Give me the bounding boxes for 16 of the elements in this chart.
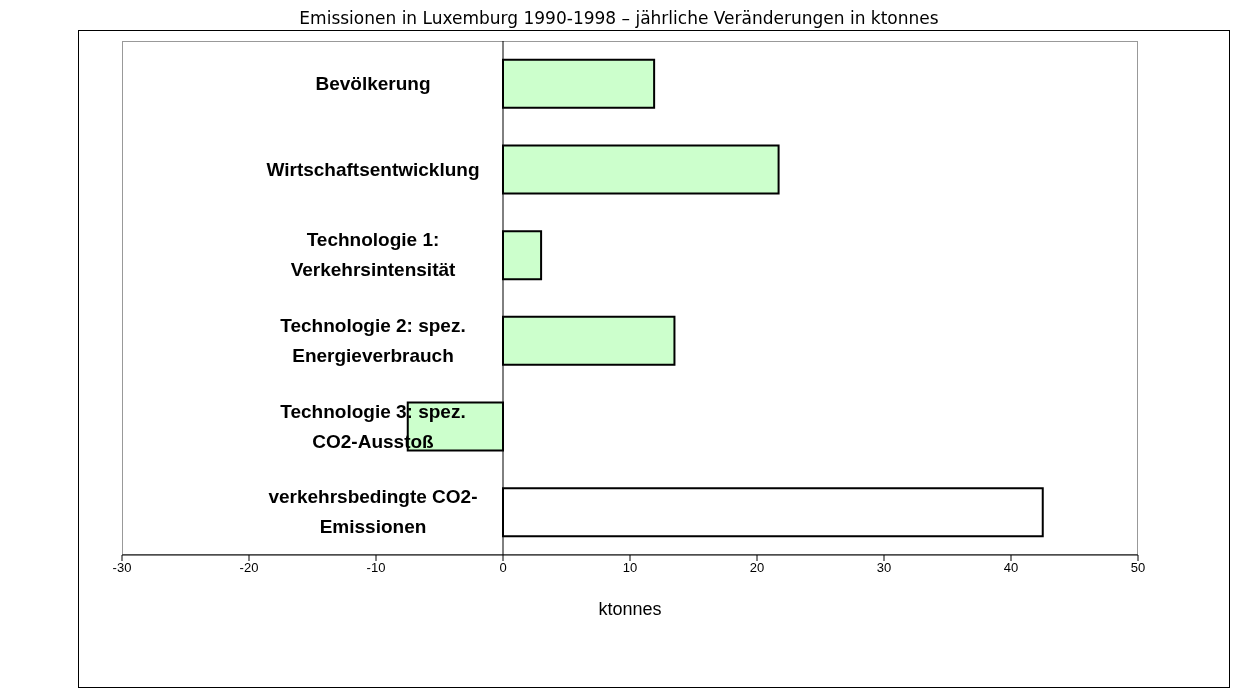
y-tick-label: verkehrsbedingte CO2-Emissionen [267, 485, 479, 540]
y-tick-label: Technologie 1: Verkehrsintensität [289, 228, 457, 283]
x-tick-label: -20 [239, 560, 259, 576]
x-axis-title: ktonnes [598, 599, 662, 619]
x-tick-label: 10 [622, 560, 638, 576]
x-tick-label: 20 [749, 560, 765, 576]
y-tick-label: Bevölkerung [314, 71, 432, 96]
x-tick-label: 30 [876, 560, 892, 576]
x-tick-label: 50 [1130, 560, 1146, 576]
chart-title: Emissionen in Luxemburg 1990-1998 – jährliche Veränderungen in ktonnes [298, 8, 940, 28]
x-tick-label: -10 [366, 560, 386, 576]
x-tick-label: 0 [499, 560, 507, 576]
x-tick-label: 40 [1003, 560, 1019, 576]
x-tick-label: -30 [112, 560, 132, 576]
y-tick-label: Technologie 2: spez. Energieverbrauch [279, 313, 467, 368]
y-tick-label: Wirtschaftsentwicklung [265, 157, 481, 182]
